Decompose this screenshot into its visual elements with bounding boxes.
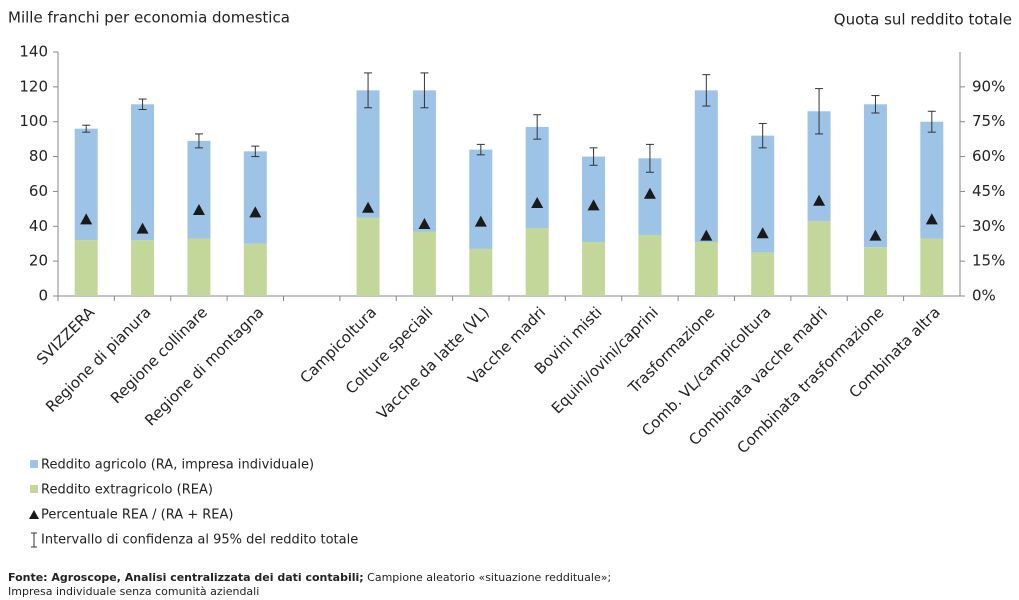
legend-label: Percentuale REA / (RA + REA): [41, 508, 234, 523]
bar-segment: [356, 90, 380, 218]
y-tick-label: 60: [29, 182, 48, 200]
source-line: Impresa individuale senza comunità azien…: [8, 585, 259, 598]
y-tick-label: 80: [29, 147, 48, 165]
y-tick-label: 100: [19, 112, 48, 130]
bar-segment: [694, 90, 718, 242]
legend-label: Reddito agricolo (RA, impresa individual…: [41, 458, 314, 473]
bar-segment: [920, 238, 944, 296]
y2-tick-label: 75%: [972, 112, 1005, 130]
legend-swatch: [30, 460, 38, 468]
source-text: Campione aleatorio «situazione redditual…: [364, 571, 611, 584]
percent-marker: [249, 206, 262, 218]
source-bold: Fonte: Agroscope, Analisi centralizzata …: [8, 571, 364, 584]
bar-segment: [131, 104, 155, 241]
x-tick-label: Vacche da latte (VL): [373, 303, 493, 423]
legend-swatch: [30, 485, 38, 493]
y2-tick-label: 45%: [972, 182, 1005, 200]
bar-segment: [525, 228, 549, 296]
percent-marker: [80, 213, 93, 225]
percent-marker: [643, 187, 656, 199]
bar-segment: [412, 231, 436, 296]
percent-marker: [362, 201, 375, 213]
percent-marker: [700, 229, 713, 241]
bar-segment: [131, 240, 155, 296]
bar-segment: [751, 252, 775, 296]
bar-segment: [469, 248, 493, 296]
percent-marker: [756, 227, 769, 239]
bar-segment: [863, 104, 887, 248]
bar-segment: [694, 241, 718, 296]
y2-tick-label: 0%: [972, 287, 996, 305]
x-tick-label: Regione collinare: [107, 303, 211, 407]
y2-tick-label: 60%: [972, 147, 1005, 165]
percent-marker: [587, 199, 600, 211]
y-tick-label: 140: [19, 43, 48, 61]
y2-tick-label: 90%: [972, 77, 1005, 95]
bar-segment: [863, 247, 887, 296]
bar-segment: [582, 156, 606, 242]
legend-marker: [29, 510, 39, 519]
bar-segment: [356, 217, 380, 296]
y2-tick-label: 30%: [972, 217, 1005, 235]
bar-segment: [243, 243, 267, 296]
percent-marker: [925, 213, 938, 225]
percent-marker: [813, 194, 826, 206]
percent-marker: [531, 197, 544, 209]
bar-segment: [807, 111, 831, 222]
bar-segment: [74, 128, 98, 241]
y-tick-label: 20: [29, 252, 48, 270]
bar-segment: [525, 126, 549, 229]
y-tick-label: 120: [19, 77, 48, 95]
bar-segment: [243, 151, 267, 244]
bar-segment: [412, 90, 436, 232]
x-tick-label: Equini/ovini/caprini: [548, 303, 662, 417]
percent-marker: [418, 217, 431, 229]
y2-axis-label: Quota sul reddito totale: [834, 11, 1012, 29]
legend-label: Reddito extragricolo (REA): [41, 483, 213, 498]
legend-label: Intervallo di confidenza al 95% del redd…: [41, 533, 358, 548]
percent-marker: [136, 222, 149, 234]
x-tick-label: Regione di pianura: [42, 303, 154, 415]
y-tick-label: 0: [38, 287, 48, 305]
bar-segment: [469, 149, 493, 249]
y-axis-label: Mille franchi per economia domestica: [8, 9, 290, 27]
y-tick-label: 40: [29, 217, 48, 235]
bar-segment: [751, 135, 775, 253]
percent-marker: [192, 204, 205, 216]
bar-segment: [920, 121, 944, 239]
bar-segment: [74, 240, 98, 296]
bar-segment: [638, 235, 662, 296]
bar-segment: [187, 140, 211, 239]
source: Fonte: Agroscope, Analisi centralizzata …: [8, 571, 611, 584]
percent-marker: [474, 215, 487, 227]
bar-segment: [187, 238, 211, 296]
bar-segment: [582, 241, 606, 296]
percent-marker: [869, 229, 882, 241]
bar-segment: [807, 221, 831, 296]
y2-tick-label: 15%: [972, 252, 1005, 270]
